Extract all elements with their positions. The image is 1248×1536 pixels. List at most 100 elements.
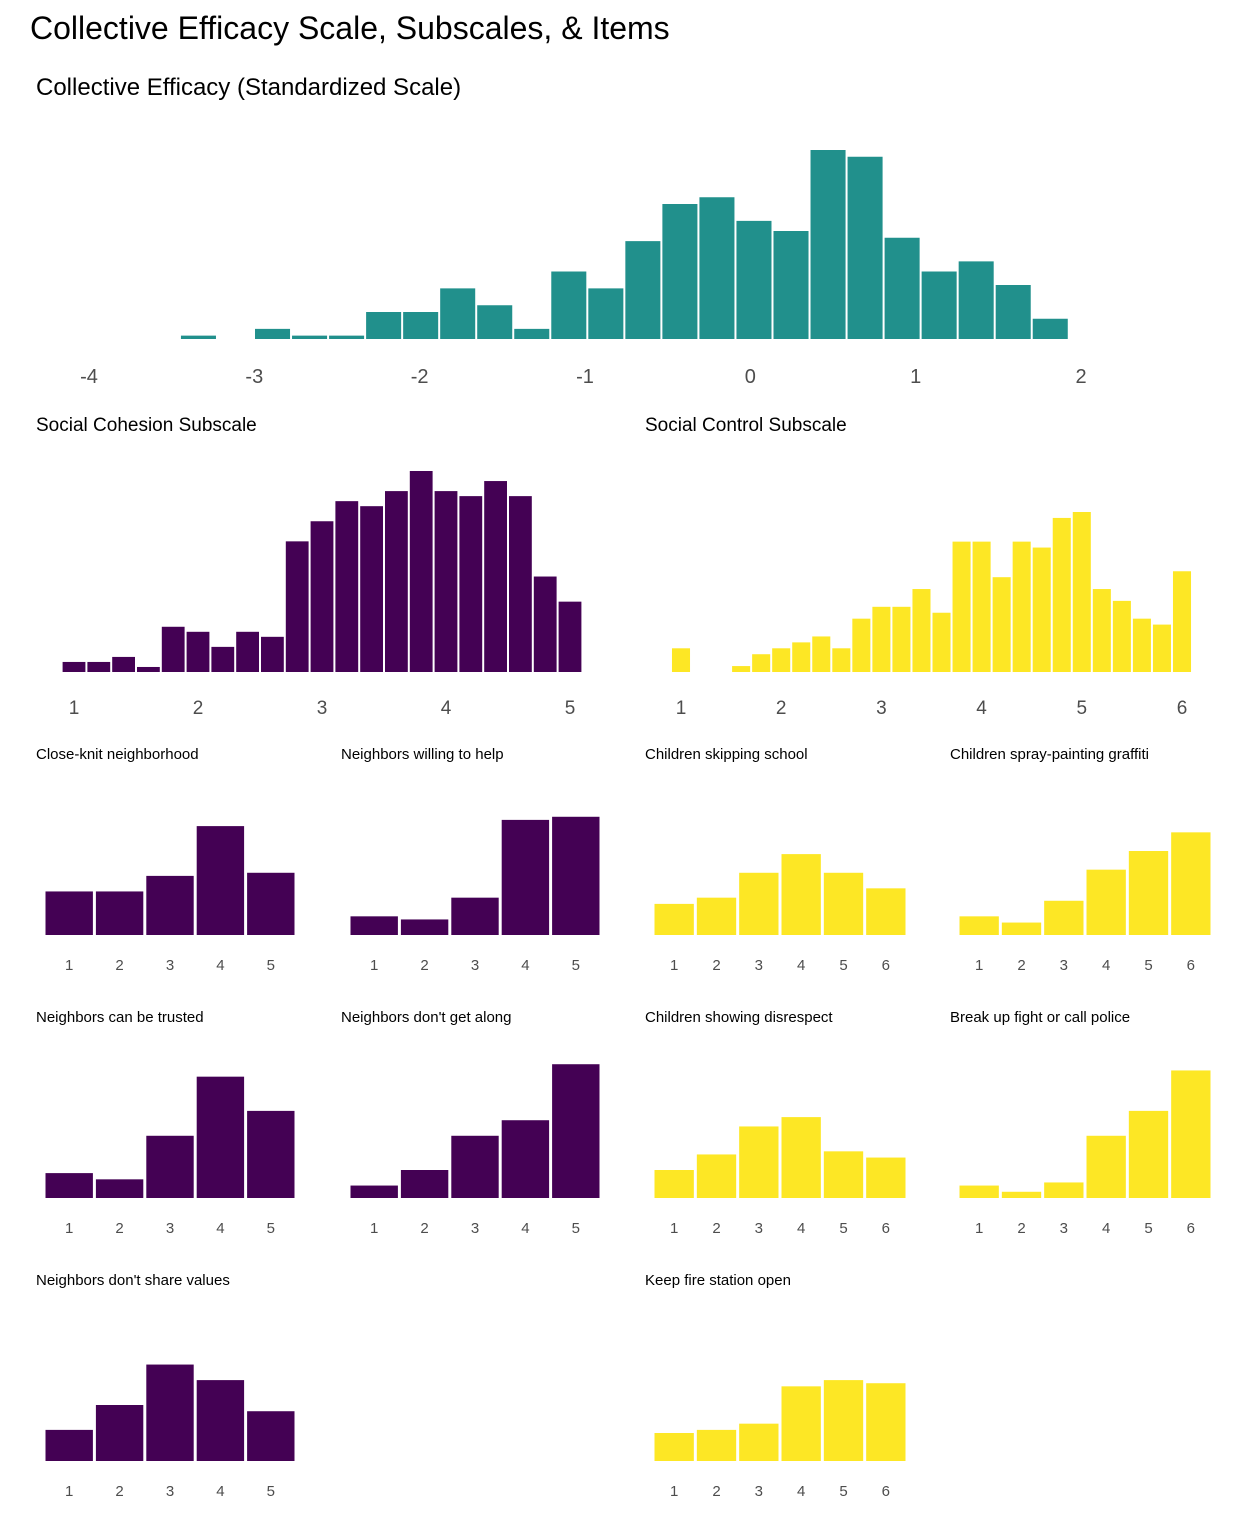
item-x-tick-label: 1 (370, 957, 378, 974)
item-x-tick-label: 3 (471, 1220, 479, 1237)
item-x-tick-label: 4 (1102, 1220, 1110, 1237)
item-x-tick-label: 5 (1144, 1220, 1152, 1237)
item-bar (400, 1170, 449, 1198)
cohesion-x-tick-label: 3 (317, 698, 328, 719)
item-x-tick-label: 5 (1144, 957, 1152, 974)
item-bar (552, 816, 600, 935)
scale-bar (958, 261, 994, 339)
cohesion-x-tick-label: 5 (565, 698, 576, 719)
item-bar (696, 1154, 737, 1198)
item-x-tick-label: 2 (712, 957, 720, 974)
control-bar (932, 612, 951, 672)
item-bar (1044, 1182, 1084, 1198)
item-x-tick-label: 6 (882, 1483, 890, 1500)
control-bar (772, 648, 791, 672)
item-x-tick-label: 3 (166, 957, 174, 974)
item-x-tick-label: 4 (521, 957, 529, 974)
control-bar (872, 606, 891, 672)
item-bar (1086, 869, 1126, 935)
item-title: Break up fight or call police (950, 1009, 1131, 1026)
item-bar (1044, 900, 1084, 935)
item-x-tick-label: 4 (216, 1483, 224, 1500)
item-title: Neighbors don't get along (341, 1009, 512, 1026)
page-title: Collective Efficacy Scale, Subscales, & … (30, 10, 670, 46)
scale-bar (551, 271, 587, 339)
item-bar (1086, 1135, 1126, 1198)
item-x-tick-label: 1 (65, 957, 73, 974)
scale-bar (477, 305, 513, 339)
scale-bar (180, 335, 216, 339)
item-bar (95, 1179, 144, 1198)
item-x-tick-label: 4 (1102, 957, 1110, 974)
scale-bar (1032, 318, 1068, 339)
item-x-tick-label: 5 (572, 957, 580, 974)
item-x-tick-label: 5 (267, 1483, 275, 1500)
item-bar (247, 1110, 295, 1198)
item-x-tick-label: 2 (115, 1483, 123, 1500)
item-bar (959, 916, 999, 935)
scale-bar (440, 288, 476, 339)
item-bar (552, 1064, 600, 1198)
cohesion-bar (112, 656, 135, 672)
item-x-tick-label: 3 (755, 1483, 763, 1500)
scale-bar (403, 312, 439, 339)
item-x-tick-label: 3 (1060, 1220, 1068, 1237)
item-x-tick-label: 1 (670, 1220, 678, 1237)
item-bar (654, 1170, 694, 1198)
item-x-tick-label: 2 (420, 1220, 428, 1237)
item-bar (823, 872, 864, 935)
item-x-tick-label: 4 (797, 1483, 805, 1500)
cohesion-bar (236, 631, 259, 672)
control-x-tick-label: 6 (1177, 698, 1188, 719)
scale-chart-title: Collective Efficacy (Standardized Scale) (36, 74, 462, 101)
item-x-tick-label: 1 (975, 957, 983, 974)
item-x-tick-label: 5 (839, 1483, 847, 1500)
item-x-tick-label: 3 (471, 957, 479, 974)
item-x-tick-label: 3 (755, 957, 763, 974)
item-x-tick-label: 2 (115, 1220, 123, 1237)
cohesion-bar (62, 661, 86, 672)
item-bar (45, 1429, 93, 1461)
control-bar (1072, 512, 1091, 672)
item-bar (739, 872, 779, 935)
item-title: Children spray-painting graffiti (950, 746, 1149, 763)
item-x-tick-label: 2 (420, 957, 428, 974)
item-bar (400, 919, 449, 935)
item-bar (146, 875, 194, 935)
item-bar (95, 1405, 144, 1461)
control-bar (1152, 624, 1171, 672)
cohesion-bar (558, 601, 582, 672)
item-bar (739, 1423, 779, 1461)
scale-bar (292, 335, 328, 339)
control-x-tick-label: 4 (976, 698, 987, 719)
item-x-tick-label: 2 (1017, 1220, 1025, 1237)
scale-x-tick-label: -2 (411, 366, 429, 388)
control-bar (752, 654, 771, 672)
control-bar (812, 636, 831, 672)
scale-x-tick-label: 0 (745, 366, 756, 388)
item-bar (959, 1185, 999, 1198)
control-bar (1052, 517, 1071, 672)
item-title: Children skipping school (645, 746, 808, 763)
item-bar (654, 1433, 694, 1461)
control-x-tick-label: 2 (776, 698, 787, 719)
control-x-tick-label: 3 (876, 698, 887, 719)
item-bar (45, 1173, 93, 1198)
item-title: Close-knit neighborhood (36, 746, 199, 763)
control-chart-title: Social Control Subscale (645, 415, 847, 436)
cohesion-bar (285, 541, 309, 672)
scale-bar (662, 204, 698, 339)
item-bar (866, 888, 906, 935)
scale-bar (736, 220, 772, 339)
control-bar (1172, 571, 1192, 672)
item-x-tick-label: 4 (216, 1220, 224, 1237)
control-bar (992, 577, 1011, 672)
cohesion-bar (261, 636, 284, 672)
item-bar (196, 1380, 245, 1461)
cohesion-bar (409, 471, 433, 672)
item-x-tick-label: 4 (797, 1220, 805, 1237)
item-title: Neighbors don't share values (36, 1272, 230, 1289)
item-x-tick-label: 4 (521, 1220, 529, 1237)
item-bar (1171, 1070, 1211, 1198)
